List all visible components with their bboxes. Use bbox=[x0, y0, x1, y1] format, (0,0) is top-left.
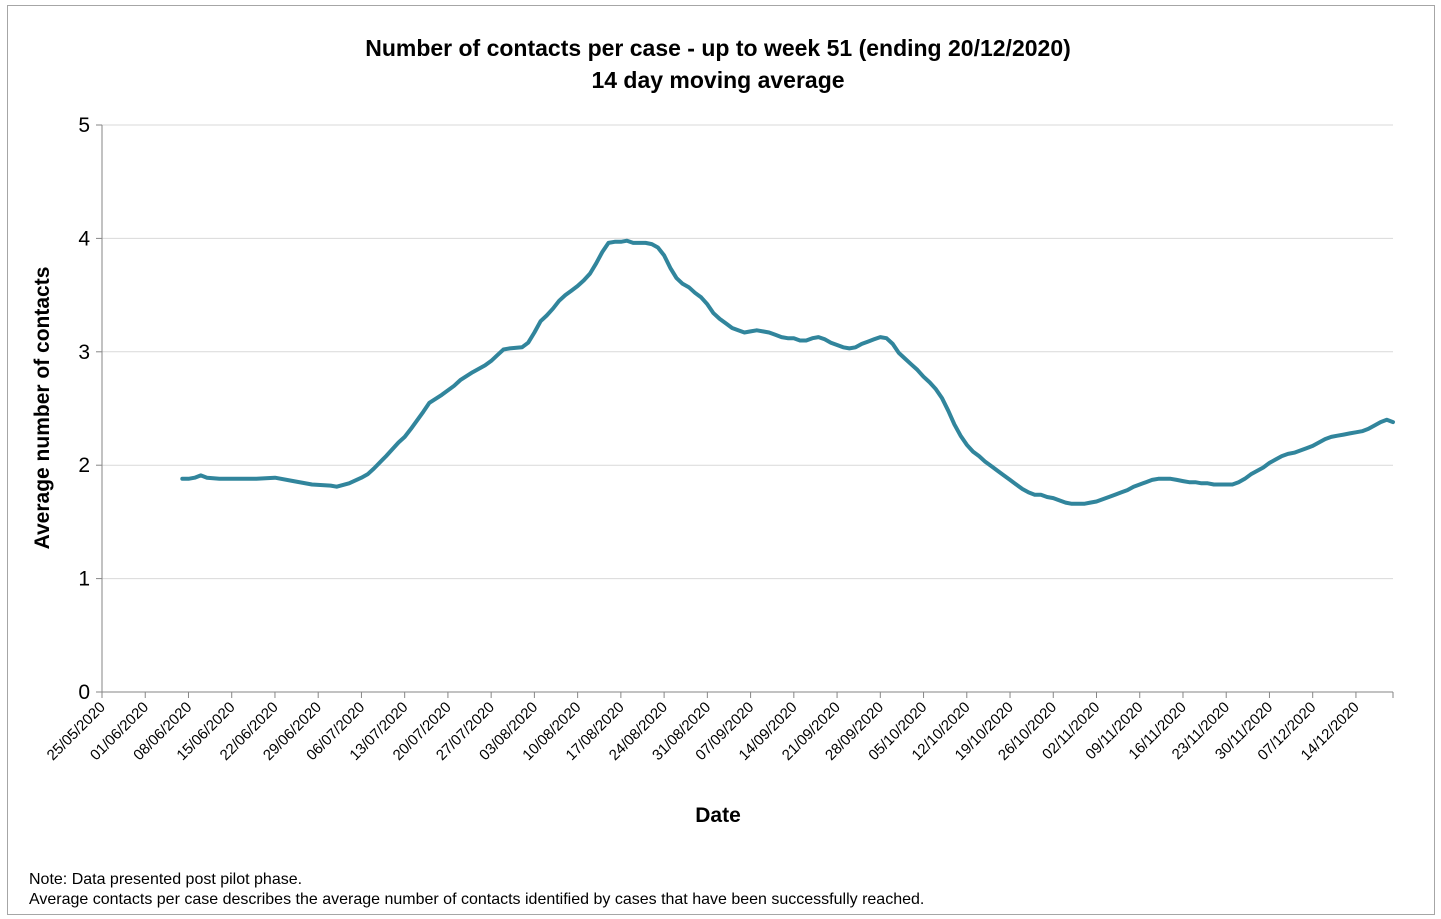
y-tick-label: 4 bbox=[78, 227, 90, 250]
x-axis-label: Date bbox=[695, 804, 741, 827]
y-tick-label: 0 bbox=[78, 681, 90, 704]
x-axis: 25/05/202001/06/202008/06/202015/06/2020… bbox=[44, 125, 1394, 764]
note-line-2: Average contacts per case describes the … bbox=[29, 891, 925, 908]
chart-frame bbox=[7, 5, 1435, 915]
note-line-1: Note: Data presented post pilot phase. bbox=[29, 871, 303, 888]
y-tick-label: 1 bbox=[78, 568, 90, 591]
y-tick-labels: 0 1 2 3 4 5 bbox=[78, 114, 102, 704]
series-line bbox=[180, 238, 1395, 506]
gridlines bbox=[102, 124, 1393, 580]
y-axis-label: Average number of contacts bbox=[31, 267, 54, 550]
chart-title: Number of contacts per case - up to week… bbox=[365, 35, 1071, 61]
y-tick-label: 5 bbox=[78, 114, 90, 137]
y-tick-label: 2 bbox=[78, 454, 90, 477]
chart-subtitle: 14 day moving average bbox=[591, 67, 844, 93]
y-tick-label: 3 bbox=[78, 341, 90, 364]
